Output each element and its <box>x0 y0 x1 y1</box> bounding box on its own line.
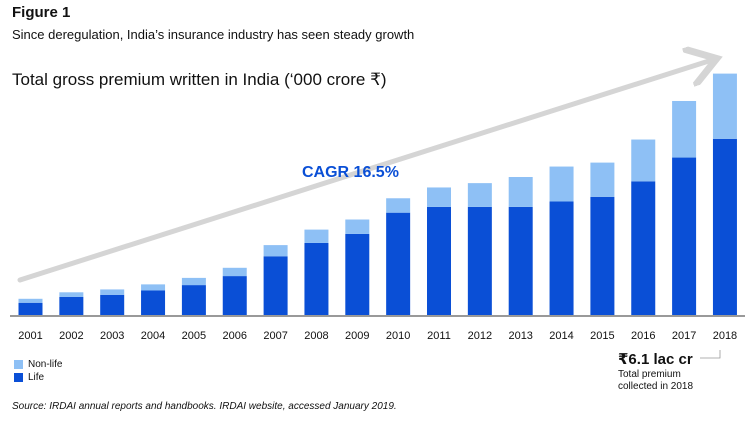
bar-life-2003 <box>100 294 125 315</box>
callout-note: Total premium collected in 2018 <box>618 369 694 392</box>
bar-non-life-2017 <box>672 100 697 158</box>
legend-label-non-life: Non-life <box>28 359 63 370</box>
x-tick-label: 2002 <box>59 330 83 342</box>
bar-non-life-2001 <box>18 298 43 303</box>
total-premium-callout: ₹6.1 lac cr Total premium collected in 2… <box>618 350 718 393</box>
bar-life-2016 <box>631 181 656 315</box>
x-tick-label: 2017 <box>672 330 696 342</box>
bar-non-life-2003 <box>100 289 125 295</box>
bar-non-life-2002 <box>59 292 84 297</box>
bar-non-life-2018 <box>712 73 737 139</box>
bar-non-life-2014 <box>549 166 574 202</box>
legend-swatch-non-life <box>14 360 23 369</box>
x-tick-label: 2015 <box>590 330 614 342</box>
x-tick-label: 2003 <box>100 330 124 342</box>
bar-non-life-2013 <box>508 177 533 207</box>
subtitle: Since deregulation, India’s insurance in… <box>12 27 415 42</box>
bar-life-2009 <box>345 233 370 315</box>
legend-label-life: Life <box>28 372 45 383</box>
bar-life-2017 <box>672 157 697 315</box>
figure-label: Figure 1 <box>12 4 71 21</box>
bar-non-life-2016 <box>631 139 656 182</box>
bar-life-2012 <box>467 206 492 315</box>
x-tick-label: 2001 <box>18 330 42 342</box>
cagr-annotation: CAGR 16.5% <box>302 164 399 181</box>
chart-title: Total gross premium written in India (‘0… <box>12 70 387 89</box>
bar-life-2005 <box>181 285 206 315</box>
bar-life-2008 <box>304 242 329 315</box>
x-tick-label: 2005 <box>182 330 206 342</box>
x-tick-label: 2016 <box>631 330 655 342</box>
legend: Non-life Life <box>14 358 62 384</box>
x-tick-label: 2009 <box>345 330 369 342</box>
bar-life-2014 <box>549 201 574 315</box>
bar-life-2013 <box>508 206 533 315</box>
bar-life-2002 <box>59 296 84 315</box>
legend-item-life: Life <box>14 371 62 384</box>
bar-non-life-2015 <box>590 162 615 197</box>
bar-non-life-2006 <box>222 267 247 277</box>
x-tick-label: 2008 <box>304 330 328 342</box>
bar-life-2018 <box>712 138 737 315</box>
bar-non-life-2011 <box>427 187 451 207</box>
bar-life-2011 <box>427 206 451 315</box>
legend-swatch-life <box>14 373 23 382</box>
callout-connector <box>700 350 721 359</box>
x-tick-label: 2018 <box>713 330 737 342</box>
bar-life-2006 <box>222 276 247 315</box>
x-tick-label: 2004 <box>141 330 165 342</box>
bar-non-life-2004 <box>141 284 166 291</box>
bar-non-life-2007 <box>263 245 288 257</box>
bar-non-life-2010 <box>386 198 411 213</box>
bar-life-2015 <box>590 196 615 315</box>
x-tick-label: 2006 <box>223 330 247 342</box>
growth-trend-arrow <box>17 60 712 283</box>
bar-non-life-2012 <box>467 183 492 207</box>
bar-life-2001 <box>18 302 43 315</box>
legend-item-non-life: Non-life <box>14 358 62 371</box>
source-note: Source: IRDAI annual reports and handboo… <box>12 401 397 412</box>
x-tick-label: 2012 <box>468 330 492 342</box>
x-tick-label: 2011 <box>427 330 451 342</box>
bar-life-2007 <box>263 256 288 315</box>
bar-non-life-2008 <box>304 229 329 243</box>
x-tick-label: 2007 <box>263 330 287 342</box>
bar-life-2010 <box>386 212 411 315</box>
x-tick-label: 2013 <box>508 330 532 342</box>
callout-value: ₹6.1 lac cr <box>618 351 693 368</box>
bar-life-2004 <box>141 290 166 315</box>
x-tick-label: 2010 <box>386 330 410 342</box>
bar-non-life-2005 <box>181 277 206 286</box>
bar-non-life-2009 <box>345 219 370 234</box>
x-tick-label: 2014 <box>549 330 573 342</box>
